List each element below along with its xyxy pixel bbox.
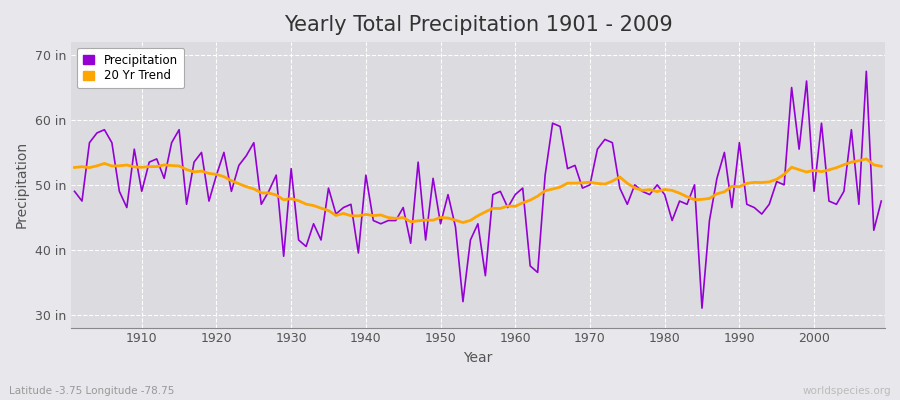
- Text: worldspecies.org: worldspecies.org: [803, 386, 891, 396]
- Precipitation: [697, 306, 707, 310]
- Precipitation: [338, 205, 349, 210]
- Precipitation: [861, 69, 872, 74]
- Precipitation: [502, 205, 513, 210]
- 20 Yr Trend: [129, 164, 140, 169]
- 20 Yr Trend: [457, 220, 468, 225]
- 20 Yr Trend: [518, 200, 528, 205]
- 20 Yr Trend: [607, 179, 617, 184]
- 20 Yr Trend: [293, 198, 304, 203]
- 20 Yr Trend: [876, 164, 886, 169]
- Precipitation: [69, 189, 80, 194]
- Precipitation: [129, 147, 140, 152]
- 20 Yr Trend: [861, 156, 872, 161]
- Precipitation: [876, 199, 886, 204]
- 20 Yr Trend: [509, 204, 520, 209]
- Precipitation: [293, 238, 304, 242]
- X-axis label: Year: Year: [464, 351, 492, 365]
- Text: Latitude -3.75 Longitude -78.75: Latitude -3.75 Longitude -78.75: [9, 386, 175, 396]
- 20 Yr Trend: [338, 211, 349, 216]
- Title: Yearly Total Precipitation 1901 - 2009: Yearly Total Precipitation 1901 - 2009: [284, 15, 672, 35]
- Precipitation: [599, 137, 610, 142]
- Line: Precipitation: Precipitation: [75, 71, 881, 308]
- Precipitation: [509, 192, 520, 197]
- Line: 20 Yr Trend: 20 Yr Trend: [75, 159, 881, 222]
- Legend: Precipitation, 20 Yr Trend: Precipitation, 20 Yr Trend: [76, 48, 184, 88]
- 20 Yr Trend: [69, 165, 80, 170]
- Y-axis label: Precipitation: Precipitation: [15, 141, 29, 228]
